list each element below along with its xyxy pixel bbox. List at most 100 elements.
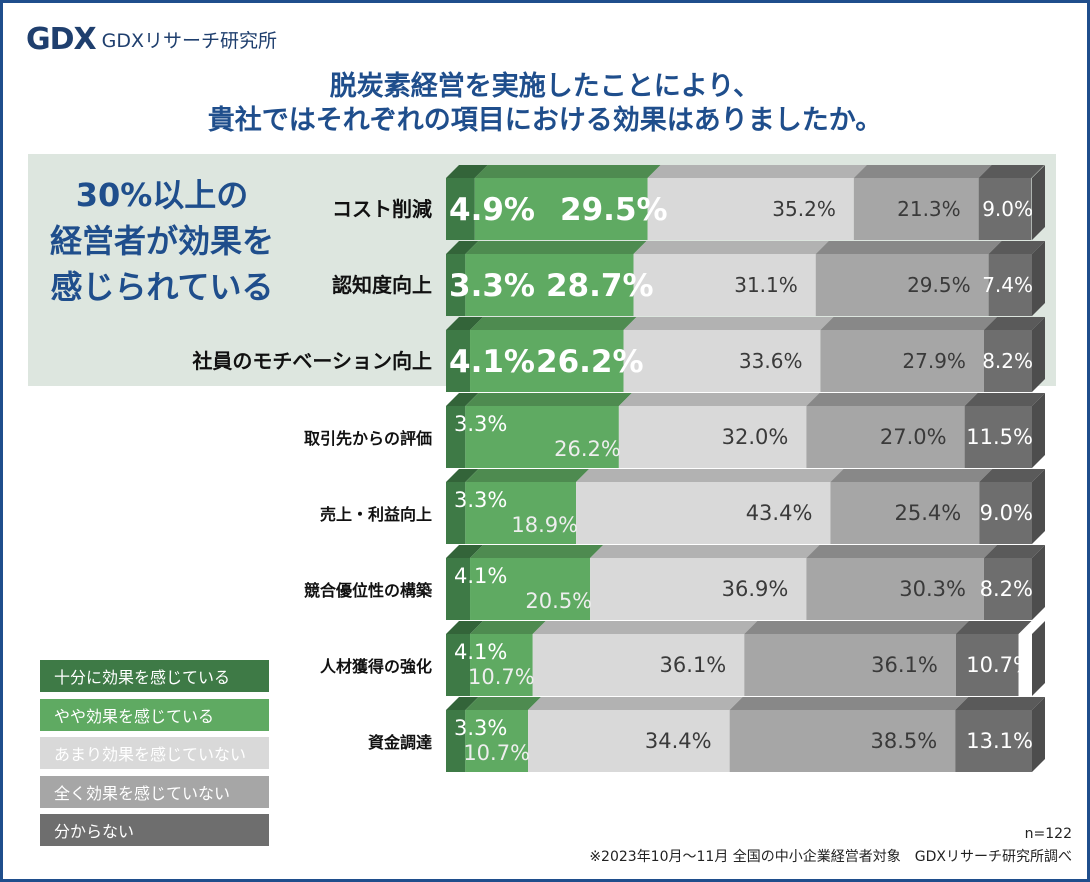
bar-top-face <box>446 469 479 482</box>
bar-segment <box>470 558 591 620</box>
data-label: 26.2% <box>536 344 644 380</box>
bar-segment <box>964 406 1032 468</box>
bar-top-face <box>983 317 1045 330</box>
data-label: 36.9% <box>722 577 789 601</box>
data-label: 36.1% <box>660 653 727 677</box>
bar-top-face <box>647 165 867 178</box>
data-label: 8.2% <box>982 349 1033 373</box>
bar-top-face <box>988 241 1045 254</box>
bar-segment <box>978 178 1032 240</box>
bar-top-face <box>806 545 997 558</box>
bar-segment <box>830 482 980 544</box>
legend: 十分に効果を感じている やや効果を感じている あまり効果を感じていない 全く効果… <box>40 660 269 853</box>
bar-segment <box>470 330 624 392</box>
data-label: 4.9% <box>449 192 535 228</box>
bar-side-face <box>1032 165 1045 240</box>
category-label: 売上・利益向上 <box>320 505 432 524</box>
bar-top-face <box>446 317 484 330</box>
category-label: 取引先からの評価 <box>304 429 432 448</box>
bar-segment <box>446 178 475 240</box>
bar-segment <box>618 406 807 468</box>
data-label: 7.4% <box>982 273 1033 297</box>
legend-item-5: 分からない <box>40 814 269 846</box>
bar-segment <box>446 634 471 696</box>
bar-segment <box>465 406 619 468</box>
category-label: コスト削減 <box>332 197 432 221</box>
bar-segment <box>576 482 831 544</box>
bar-side-face <box>1032 317 1045 392</box>
callout: 30%以上の 経営者が効果を 感じられている <box>36 172 288 310</box>
bar-top-face <box>955 621 1032 634</box>
data-label: 25.4% <box>895 501 962 525</box>
data-label: 4.1% <box>454 564 507 588</box>
bar-segment <box>983 330 1032 392</box>
bar-top-face <box>446 621 484 634</box>
callout-line1: 30%以上の <box>75 176 249 214</box>
data-label: 29.5% <box>560 192 668 228</box>
bar-side-face <box>1032 697 1045 772</box>
bar-segment <box>465 482 577 544</box>
data-label: 34.4% <box>645 729 712 753</box>
bar-top-face <box>465 393 632 406</box>
data-label: 30.3% <box>899 577 966 601</box>
bar-segment <box>465 710 529 772</box>
bar-segment <box>979 482 1032 544</box>
bar-top-face <box>446 165 488 178</box>
data-label: 3.3% <box>454 488 507 512</box>
bar-top-face <box>633 241 829 254</box>
bar-segment <box>532 634 745 696</box>
bar-top-face <box>470 317 637 330</box>
data-label: 20.5% <box>525 589 592 613</box>
data-label: 32.0% <box>722 425 789 449</box>
legend-item-3: あまり効果を感じていない <box>40 737 269 769</box>
bar-segment <box>729 710 956 772</box>
data-label: 26.2% <box>554 437 621 461</box>
bar-top-face <box>815 241 1002 254</box>
bar-top-face <box>470 545 604 558</box>
bar-top-face <box>820 317 997 330</box>
bar-top-face <box>983 545 1045 558</box>
bar-top-face <box>465 469 590 482</box>
chart-title-line2: 貴社ではそれぞれの項目における効果はありましたか。 <box>207 105 883 136</box>
bar-segment <box>806 558 984 620</box>
bar-top-face <box>474 165 661 178</box>
data-label: 36.1% <box>871 653 938 677</box>
bar-segment <box>446 330 471 392</box>
data-label: 3.3% <box>454 716 507 740</box>
bar-segment <box>446 254 466 316</box>
bar-segment <box>470 634 533 696</box>
bar-segment <box>633 254 816 316</box>
bar-top-face <box>465 697 542 710</box>
data-label: 43.4% <box>746 501 813 525</box>
data-label: 9.0% <box>980 501 1033 525</box>
legend-item-2: やや効果を感じている <box>40 698 269 731</box>
bar-top-face <box>979 469 1045 482</box>
legend-item-1: 十分に効果を感じている <box>40 660 269 692</box>
category-label: 社員のモチベーション向上 <box>191 349 432 373</box>
data-label: 18.9% <box>511 513 578 537</box>
bar-segment <box>815 254 989 316</box>
data-label: 9.0% <box>982 197 1033 221</box>
bar-segment <box>446 482 466 544</box>
data-label: 10.7% <box>463 741 530 765</box>
callout-line2: 経営者が効果を <box>49 222 274 260</box>
category-label: 資金調達 <box>368 733 432 752</box>
data-label: 38.5% <box>871 729 938 753</box>
data-label: 10.7% <box>966 653 1033 677</box>
data-label: 27.0% <box>880 425 947 449</box>
data-label: 31.1% <box>734 273 798 297</box>
category-label: 認知度向上 <box>332 273 432 297</box>
bar-top-face <box>532 621 758 634</box>
bar-top-face <box>470 621 546 634</box>
data-label: 3.3% <box>454 412 507 436</box>
bar-top-face <box>744 621 969 634</box>
bar-side-face <box>1032 469 1045 544</box>
bar-top-face <box>806 393 978 406</box>
source-note: ※2023年10月～11月 全国の中小企業経営者対象 GDXリサーチ研究所調べ <box>589 849 1072 865</box>
bar-top-face <box>955 697 1045 710</box>
bar-segment <box>955 710 1032 772</box>
bar-segment <box>446 710 466 772</box>
bar-segment <box>744 634 956 696</box>
bar-segment <box>528 710 730 772</box>
